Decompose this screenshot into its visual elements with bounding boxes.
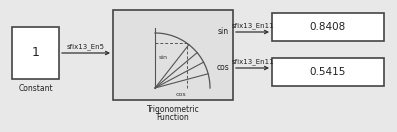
Bar — [272, 58, 384, 86]
Text: sin: sin — [159, 55, 168, 60]
Text: Function: Function — [157, 113, 189, 122]
Text: 1: 1 — [32, 46, 39, 60]
Text: sfix13_En5: sfix13_En5 — [67, 43, 105, 50]
Bar — [12, 27, 59, 79]
Bar — [272, 13, 384, 41]
Text: sin: sin — [218, 27, 229, 37]
Text: cos: cos — [216, 63, 229, 72]
Text: 0.5415: 0.5415 — [310, 67, 346, 77]
Text: Trigonometric: Trigonometric — [146, 105, 199, 114]
Text: Constant: Constant — [18, 84, 53, 93]
Text: sfix13_En11: sfix13_En11 — [231, 58, 274, 65]
Text: cos: cos — [176, 92, 187, 97]
Text: 0.8408: 0.8408 — [310, 22, 346, 32]
Text: sfix13_En11: sfix13_En11 — [231, 22, 274, 29]
Bar — [113, 10, 233, 100]
